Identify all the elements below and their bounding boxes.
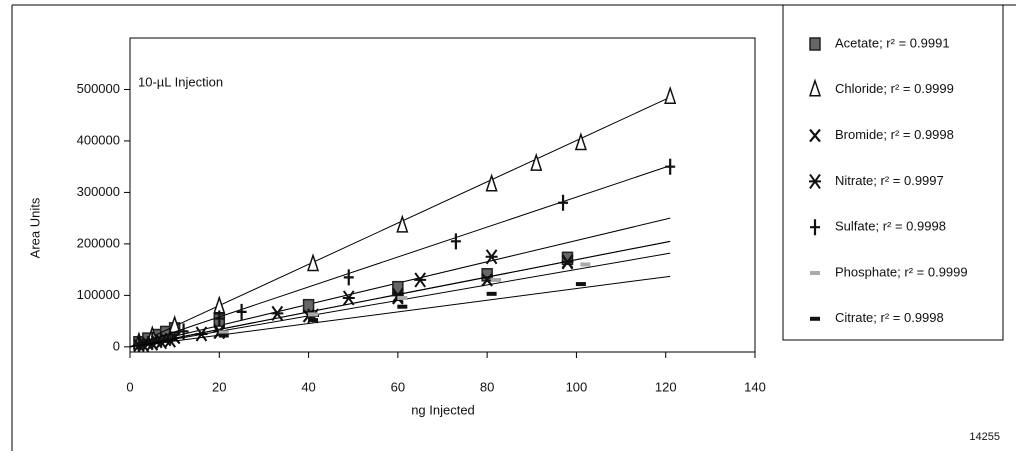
- y-tick-label: 200000: [77, 235, 120, 250]
- point: [664, 85, 677, 104]
- point: [414, 272, 427, 288]
- point: [213, 295, 226, 314]
- point: [271, 305, 284, 321]
- point: [580, 262, 591, 267]
- y-tick-label: 100000: [77, 287, 120, 302]
- legend-label: Acetate; r² = 0.9991: [835, 35, 950, 50]
- legend-marker: [810, 271, 820, 275]
- annotation: 10-µL Injection: [138, 74, 223, 89]
- point: [214, 310, 225, 327]
- x-tick-label: 100: [566, 379, 588, 394]
- trend-line: [129, 252, 671, 348]
- legend-label: Chloride; r² = 0.9999: [835, 81, 954, 96]
- point: [485, 173, 498, 192]
- x-tick-label: 120: [655, 379, 677, 394]
- point: [530, 152, 543, 171]
- point: [486, 291, 497, 296]
- point: [561, 251, 574, 266]
- figure-number: 14255: [969, 431, 1000, 443]
- x-tick-label: 20: [212, 379, 226, 394]
- point: [308, 312, 319, 317]
- y-axis-label: Area Units: [27, 197, 42, 258]
- point: [308, 318, 319, 323]
- point: [218, 333, 229, 338]
- legend-marker: [808, 78, 822, 97]
- y-tick-label: 300000: [77, 184, 120, 199]
- point: [306, 253, 320, 272]
- x-tick-label: 0: [126, 379, 133, 394]
- legend-marker: [809, 37, 821, 51]
- legend-marker: [809, 173, 821, 189]
- legend-label: Bromide; r² = 0.9998: [835, 127, 954, 142]
- legend-label: Sulfate; r² = 0.9998: [835, 219, 946, 234]
- point: [342, 290, 355, 306]
- x-tick-label: 40: [301, 379, 315, 394]
- legend-label: Phosphate; r² = 0.9999: [835, 264, 968, 279]
- x-axis-label: ng Injected: [411, 402, 475, 417]
- point: [558, 194, 569, 211]
- point: [343, 269, 354, 286]
- point: [396, 214, 409, 233]
- point: [397, 304, 408, 309]
- point: [397, 295, 408, 300]
- legend-marker: [809, 128, 821, 143]
- point: [218, 330, 229, 335]
- point: [147, 331, 158, 348]
- plot-area: [129, 37, 756, 353]
- point: [574, 132, 587, 151]
- legend-label: Citrate; r² = 0.9998: [835, 310, 944, 325]
- y-tick-label: 0: [113, 338, 120, 353]
- point: [450, 233, 461, 250]
- legend-label: Nitrate; r² = 0.9997: [835, 173, 944, 188]
- point: [236, 303, 247, 320]
- point: [485, 249, 498, 265]
- x-tick-label: 80: [480, 379, 494, 394]
- point: [392, 280, 404, 295]
- point: [575, 282, 586, 287]
- point: [178, 323, 189, 340]
- x-tick-label: 60: [391, 379, 405, 394]
- point: [665, 158, 676, 175]
- trend-line: [129, 240, 671, 348]
- legend-marker: [810, 316, 820, 321]
- point: [561, 254, 574, 270]
- point: [491, 277, 502, 282]
- trend-line: [129, 165, 671, 348]
- y-tick-label: 500000: [77, 81, 120, 96]
- legend-marker: [810, 219, 820, 236]
- y-tick-label: 400000: [77, 132, 120, 147]
- x-tick-label: 140: [744, 379, 766, 394]
- legend-box: [782, 4, 1004, 341]
